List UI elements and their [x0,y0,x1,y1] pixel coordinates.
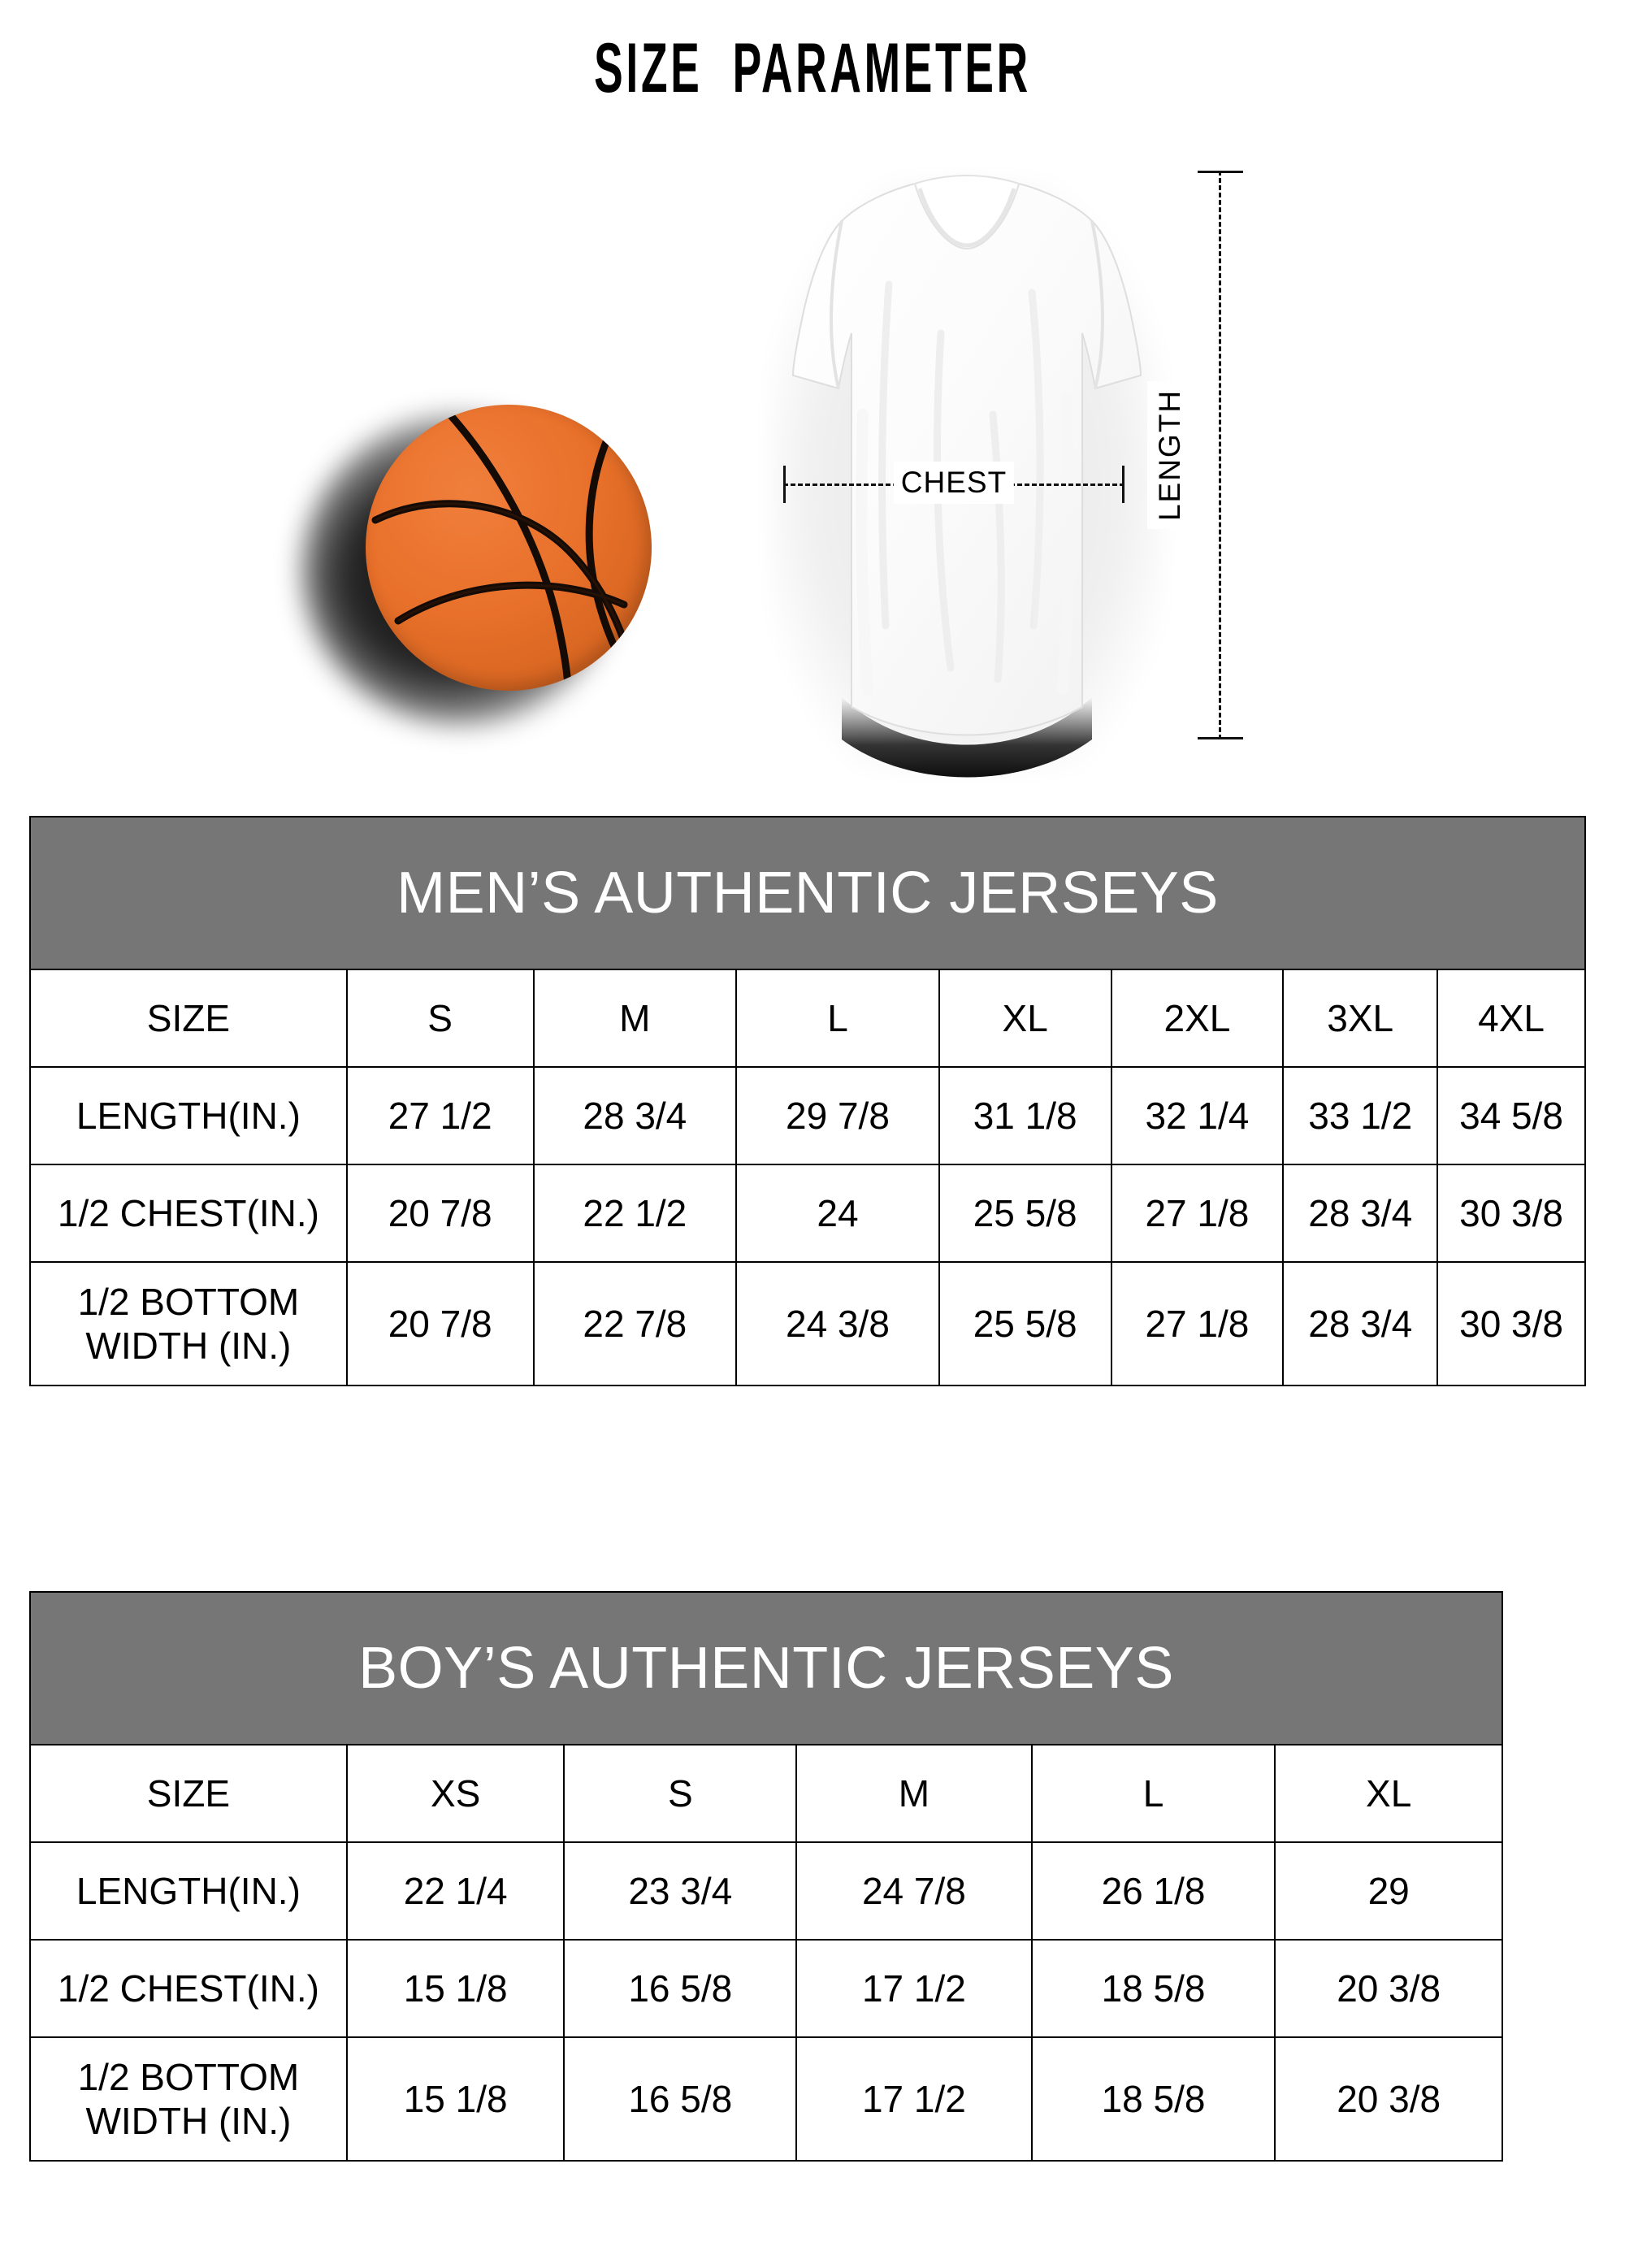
table-cell: 15 1/8 [345,1939,566,2038]
table-cell: 29 [1274,1841,1503,1941]
boys-row-label: 1/2 BOTTOM WIDTH (IN.) [29,2036,348,2162]
basketball-illustration [302,390,665,731]
table-cell: 31 1/8 [938,1066,1112,1165]
table-cell: 29 7/8 [735,1066,940,1165]
product-diagram: CHEST LENGTH [0,122,1625,796]
table-cell: 22 7/8 [532,1261,738,1386]
table-cell: 27 1/8 [1110,1261,1285,1386]
table-cell: 28 3/4 [1282,1164,1439,1263]
mens-col-m: M [532,969,738,1068]
mens-banner: MEN’S AUTHENTIC JERSEYS [29,816,1586,970]
boys-col-size: SIZE [29,1744,348,1843]
table-cell: 18 5/8 [1030,2036,1276,2162]
table-cell: 18 5/8 [1030,1939,1276,2038]
table-cell: 28 3/4 [532,1066,738,1165]
table-cell: 22 1/4 [345,1841,566,1941]
mens-size-table: MEN’S AUTHENTIC JERSEYS SIZE S M L XL 2X… [29,816,1586,1386]
boys-col-xs: XS [345,1744,566,1843]
boys-col-s: S [563,1744,798,1843]
jersey-illustration: CHEST [764,171,1170,788]
table-cell: 25 5/8 [938,1164,1112,1263]
table-cell: 30 3/8 [1436,1261,1586,1386]
mens-banner-row: MEN’S AUTHENTIC JERSEYS [29,816,1586,970]
boys-header-row: SIZE XS S M L XL [29,1744,1503,1843]
table-cell: 20 7/8 [345,1164,535,1263]
table-cell: 28 3/4 [1282,1261,1439,1386]
table-cell: 30 3/8 [1436,1164,1586,1263]
chest-label: CHEST [893,462,1015,504]
table-cell: 17 1/2 [795,1939,1033,2038]
mens-col-l: L [735,969,940,1068]
mens-row-label: 1/2 BOTTOM WIDTH (IN.) [29,1261,348,1386]
chest-tick-right [1122,466,1124,503]
table-cell: 32 1/4 [1110,1066,1285,1165]
length-dimension-line: LENGTH [1147,171,1243,739]
mens-col-3xl: 3XL [1282,969,1439,1068]
mens-col-s: S [345,969,535,1068]
boys-row-label: 1/2 CHEST(IN.) [29,1939,348,2038]
mens-row-length: LENGTH(IN.) 27 1/2 28 3/4 29 7/8 31 1/8 … [29,1066,1586,1165]
mens-row-chest: 1/2 CHEST(IN.) 20 7/8 22 1/2 24 25 5/8 2… [29,1164,1586,1263]
table-cell: 20 3/8 [1274,2036,1503,2162]
table-cell: 24 3/8 [735,1261,940,1386]
table-cell: 34 5/8 [1436,1066,1586,1165]
mens-header-row: SIZE S M L XL 2XL 3XL 4XL [29,969,1586,1068]
boys-row-length: LENGTH(IN.) 22 1/4 23 3/4 24 7/8 26 1/8 … [29,1841,1503,1941]
mens-col-4xl: 4XL [1436,969,1586,1068]
boys-col-l: L [1030,1744,1276,1843]
mens-col-xl: XL [938,969,1112,1068]
boys-col-m: M [795,1744,1033,1843]
table-cell: 26 1/8 [1030,1841,1276,1941]
table-cell: 15 1/8 [345,2036,566,2162]
boys-banner-row: BOY’S AUTHENTIC JERSEYS [29,1591,1503,1745]
mens-row-bottom-width: 1/2 BOTTOM WIDTH (IN.) 20 7/8 22 7/8 24 … [29,1261,1586,1386]
boys-size-table: BOY’S AUTHENTIC JERSEYS SIZE XS S M L XL… [29,1591,1503,2162]
table-cell: 25 5/8 [938,1261,1112,1386]
boys-row-chest: 1/2 CHEST(IN.) 15 1/8 16 5/8 17 1/2 18 5… [29,1939,1503,2038]
table-cell: 17 1/2 [795,2036,1033,2162]
length-tick-bottom [1198,737,1243,739]
table-cell: 24 7/8 [795,1841,1033,1941]
mens-row-label: 1/2 CHEST(IN.) [29,1164,348,1263]
basketball-icon [366,405,652,691]
boys-row-bottom-width: 1/2 BOTTOM WIDTH (IN.) 15 1/8 16 5/8 17 … [29,2036,1503,2162]
length-dashed-rule [1219,171,1221,739]
chest-dimension-line: CHEST [783,462,1124,504]
table-cell: 16 5/8 [563,1939,798,2038]
page-title: SIZE PARAMETER [594,29,1031,107]
mens-row-label: LENGTH(IN.) [29,1066,348,1165]
mens-col-2xl: 2XL [1110,969,1285,1068]
table-cell: 33 1/2 [1282,1066,1439,1165]
table-cell: 24 [735,1164,940,1263]
table-cell: 20 3/8 [1274,1939,1503,2038]
mens-col-size: SIZE [29,969,348,1068]
table-cell: 20 7/8 [345,1261,535,1386]
table-cell: 22 1/2 [532,1164,738,1263]
table-cell: 27 1/8 [1110,1164,1285,1263]
length-label: LENGTH [1147,380,1193,530]
boys-col-xl: XL [1274,1744,1503,1843]
boys-row-label: LENGTH(IN.) [29,1841,348,1941]
table-cell: 27 1/2 [345,1066,535,1165]
table-cell: 16 5/8 [563,2036,798,2162]
boys-banner: BOY’S AUTHENTIC JERSEYS [29,1591,1503,1745]
table-cell: 23 3/4 [563,1841,798,1941]
